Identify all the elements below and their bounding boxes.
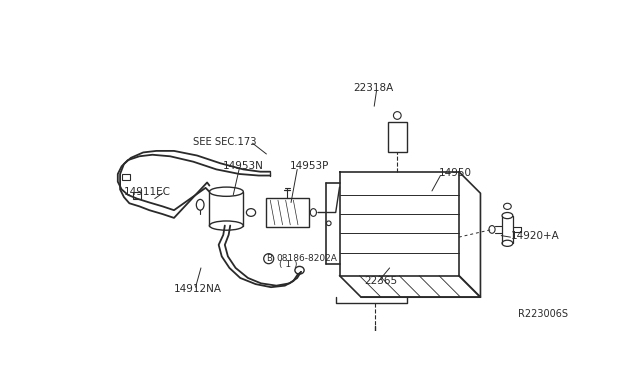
Text: 22365: 22365 [364, 276, 397, 286]
Bar [388, 122, 406, 153]
Text: SEE SEC.173: SEE SEC.173 [193, 137, 257, 147]
Text: 22318A: 22318A [353, 83, 394, 93]
Text: 14950: 14950 [439, 168, 472, 178]
Text: 14912NA: 14912NA [174, 285, 222, 295]
Text: 14953P: 14953P [289, 161, 329, 170]
Bar [133, 192, 141, 199]
Text: 14953N: 14953N [223, 161, 264, 170]
Text: 08186-8202A: 08186-8202A [276, 254, 337, 263]
Text: B: B [266, 254, 271, 263]
Text: R223006S: R223006S [518, 309, 568, 319]
Text: ( 1 ): ( 1 ) [279, 260, 297, 269]
Bar [266, 198, 308, 227]
Text: 14911EC: 14911EC [124, 187, 171, 197]
Text: 14920+A: 14920+A [511, 231, 560, 241]
Bar [122, 174, 130, 180]
